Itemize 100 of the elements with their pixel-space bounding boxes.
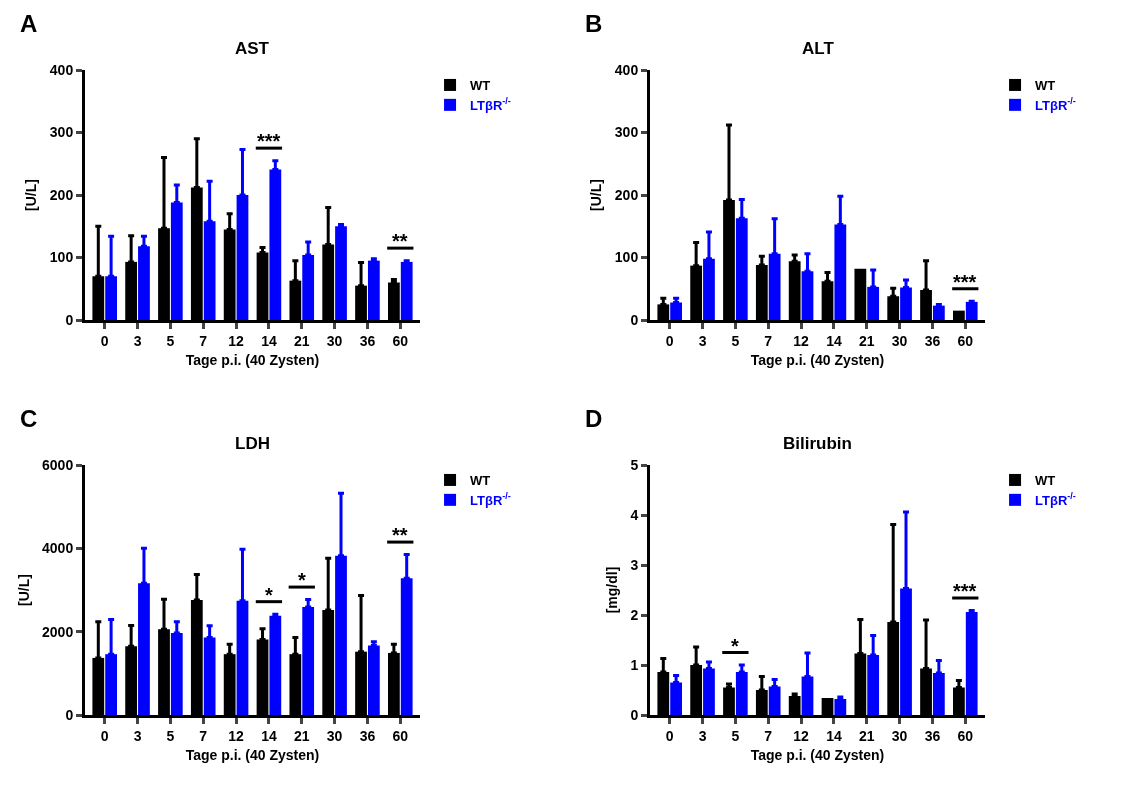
y-tick-label: 1 [630,656,639,673]
bar [367,260,380,320]
x-tick-label: 36 [359,332,376,349]
y-tick-label: 0 [630,311,639,328]
x-tick-label: 5 [731,727,740,744]
x-axis-title: Tage p.i. (40 Zysten) [750,352,885,369]
chart-title: Bilirubin [783,434,852,453]
annotation: ** [392,230,408,252]
y-tick-label: 4 [630,506,639,523]
y-tick-label: 200 [614,186,639,203]
x-tick-label: 7 [764,727,773,744]
bar [965,612,978,715]
annotation: * [298,569,306,591]
x-tick-label: 3 [133,332,142,349]
annotation: ** [392,524,408,546]
x-tick-label: 30 [891,332,908,349]
text: C [20,405,38,432]
x-tick-label: 0 [100,727,109,744]
legend-label: WT [470,473,491,489]
annotation: *** [953,271,977,293]
y-tick-label: 100 [614,249,639,266]
x-tick-label: 3 [133,727,142,744]
x-tick-label: 30 [891,727,908,744]
legend-label: LTβR$^{-/-}$ [470,491,511,508]
legend-label: WT [470,78,491,94]
y-axis-title: [U/L] [15,574,32,606]
x-tick-label: 21 [858,332,875,349]
x-tick-label: 30 [326,332,343,349]
x-tick-label: 21 [293,332,310,349]
bar [932,305,945,320]
x-tick-label: 14 [826,727,842,744]
y-tick-label: 3 [630,556,639,573]
annotation: *** [257,130,281,152]
x-tick-label: 3 [698,727,707,744]
x-axis-title: Tage p.i. (40 Zysten) [185,747,320,764]
legend-label: WT [1035,473,1056,489]
x-tick-label: 5 [166,332,175,349]
annotation: * [731,635,739,657]
bar [965,301,978,320]
legend-label: LTβR$^{-/-}$ [470,96,511,113]
chart-title: LDH [235,434,270,453]
legend-label: LTβR$^{-/-}$ [1035,96,1076,113]
legend-label: WT [1035,78,1056,94]
text: D [585,405,603,432]
x-tick-label: 60 [392,727,409,744]
y-tick-label: 5 [630,456,639,473]
x-tick-label: 60 [957,727,974,744]
annotation: * [265,584,273,606]
bar [335,226,347,320]
y-tick-label: 300 [614,124,639,141]
x-tick-label: 21 [293,727,310,744]
x-tick-label: 3 [698,332,707,349]
x-tick-label: 12 [228,332,245,349]
x-axis-title: Tage p.i. (40 Zysten) [750,747,885,764]
x-tick-label: 36 [359,727,376,744]
x-tick-label: 7 [199,332,208,349]
y-axis-title: [U/L] [23,179,40,211]
x-tick-label: 5 [166,727,175,744]
x-tick-label: 60 [957,332,974,349]
text: A [20,10,38,37]
x-axis-title: Tage p.i. (40 Zysten) [185,352,320,369]
x-tick-label: 30 [326,727,343,744]
chart-title: AST [235,39,270,58]
y-tick-label: 100 [49,249,74,266]
x-tick-label: 0 [665,727,674,744]
bar [269,615,282,715]
x-tick-label: 14 [261,727,277,744]
y-tick-label: 0 [65,311,74,328]
y-tick-label: 300 [49,124,74,141]
text: B [585,10,603,37]
x-tick-label: 7 [199,727,208,744]
x-tick-label: 21 [858,727,875,744]
y-tick-label: 4000 [42,540,74,557]
y-tick-label: 400 [49,61,74,78]
x-tick-label: 12 [228,727,245,744]
y-tick-label: 200 [49,186,74,203]
x-tick-label: 14 [826,332,842,349]
x-tick-label: 36 [924,727,941,744]
y-tick-label: 400 [614,61,639,78]
bar [400,261,413,320]
x-tick-label: 0 [665,332,674,349]
chart-title: ALT [802,39,835,58]
y-tick-label: 6000 [42,456,74,473]
x-tick-label: 5 [731,332,740,349]
x-tick-label: 0 [100,332,109,349]
y-tick-label: 0 [65,706,74,723]
x-tick-label: 12 [793,332,810,349]
x-tick-label: 60 [392,332,409,349]
x-tick-label: 14 [261,332,277,349]
y-tick-label: 2000 [42,623,74,640]
bar [834,699,847,715]
y-axis-title: [U/L] [588,179,605,211]
y-tick-label: 0 [630,706,639,723]
annotation: *** [953,580,977,602]
y-axis-title: [mg/dl] [604,566,620,614]
x-tick-label: 12 [793,727,810,744]
x-tick-label: 7 [764,332,773,349]
x-tick-label: 36 [924,332,941,349]
y-tick-label: 2 [630,606,639,623]
legend-label: LTβR$^{-/-}$ [1035,491,1076,508]
